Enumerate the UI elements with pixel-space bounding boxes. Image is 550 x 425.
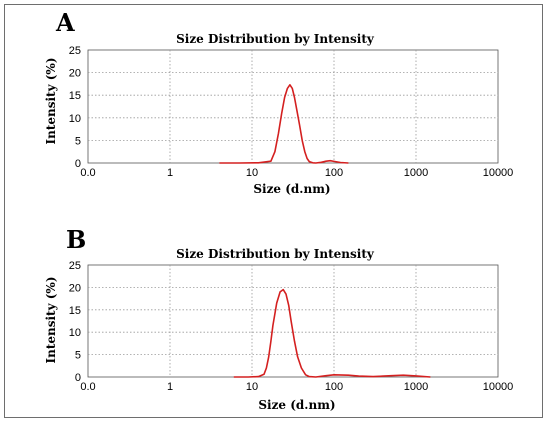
- chart-b-ylabel: Intensity (%): [44, 276, 58, 363]
- y-tick-label: 5: [75, 350, 81, 362]
- y-tick-label: 0: [75, 372, 81, 384]
- x-tick-label: 10000: [483, 381, 514, 393]
- x-tick-label: 100: [325, 167, 343, 179]
- y-tick-label: 5: [75, 135, 81, 147]
- chart-a-title: Size Distribution by Intensity: [176, 32, 375, 46]
- y-tick-label: 25: [69, 260, 81, 272]
- size-distribution-line-b: [233, 288, 431, 378]
- x-tick-label: 1: [167, 167, 173, 179]
- x-tick-label: 100: [325, 381, 343, 393]
- panel-a: A Size Distribution by Intensity Intensi…: [44, 8, 513, 196]
- panel-letter-a: A: [55, 8, 75, 37]
- y-tick-label: 20: [69, 68, 81, 80]
- chart-b-title: Size Distribution by Intensity: [176, 247, 375, 261]
- panel-b: B Size Distribution by Intensity Intensi…: [44, 225, 513, 412]
- x-tick-label: 10: [246, 381, 258, 393]
- x-tick-label: 10000: [483, 167, 514, 179]
- y-tick-label: 20: [69, 282, 81, 294]
- x-tick-label: 0.0: [80, 167, 95, 179]
- plot-area-a: [87, 49, 499, 164]
- x-tick-label: 10: [246, 167, 258, 179]
- y-tick-label: 10: [69, 327, 81, 339]
- y-tick-label: 10: [69, 113, 81, 125]
- y-tick-label: 15: [69, 90, 81, 102]
- x-tick-label: 1: [167, 381, 173, 393]
- plot-area-b: [87, 264, 499, 378]
- y-tick-label: 15: [69, 305, 81, 317]
- x-tick-label: 0.0: [80, 381, 95, 393]
- chart-a-ylabel: Intensity (%): [44, 57, 58, 144]
- x-tick-label: 1000: [404, 381, 428, 393]
- chart-b-xlabel: Size (d.nm): [258, 398, 335, 412]
- y-tick-label: 0: [75, 158, 81, 170]
- size-distribution-line-a: [219, 84, 349, 164]
- y-tick-label: 25: [69, 45, 81, 57]
- panel-letter-b: B: [66, 225, 86, 254]
- x-tick-label: 1000: [404, 167, 428, 179]
- chart-a-xlabel: Size (d.nm): [253, 182, 330, 196]
